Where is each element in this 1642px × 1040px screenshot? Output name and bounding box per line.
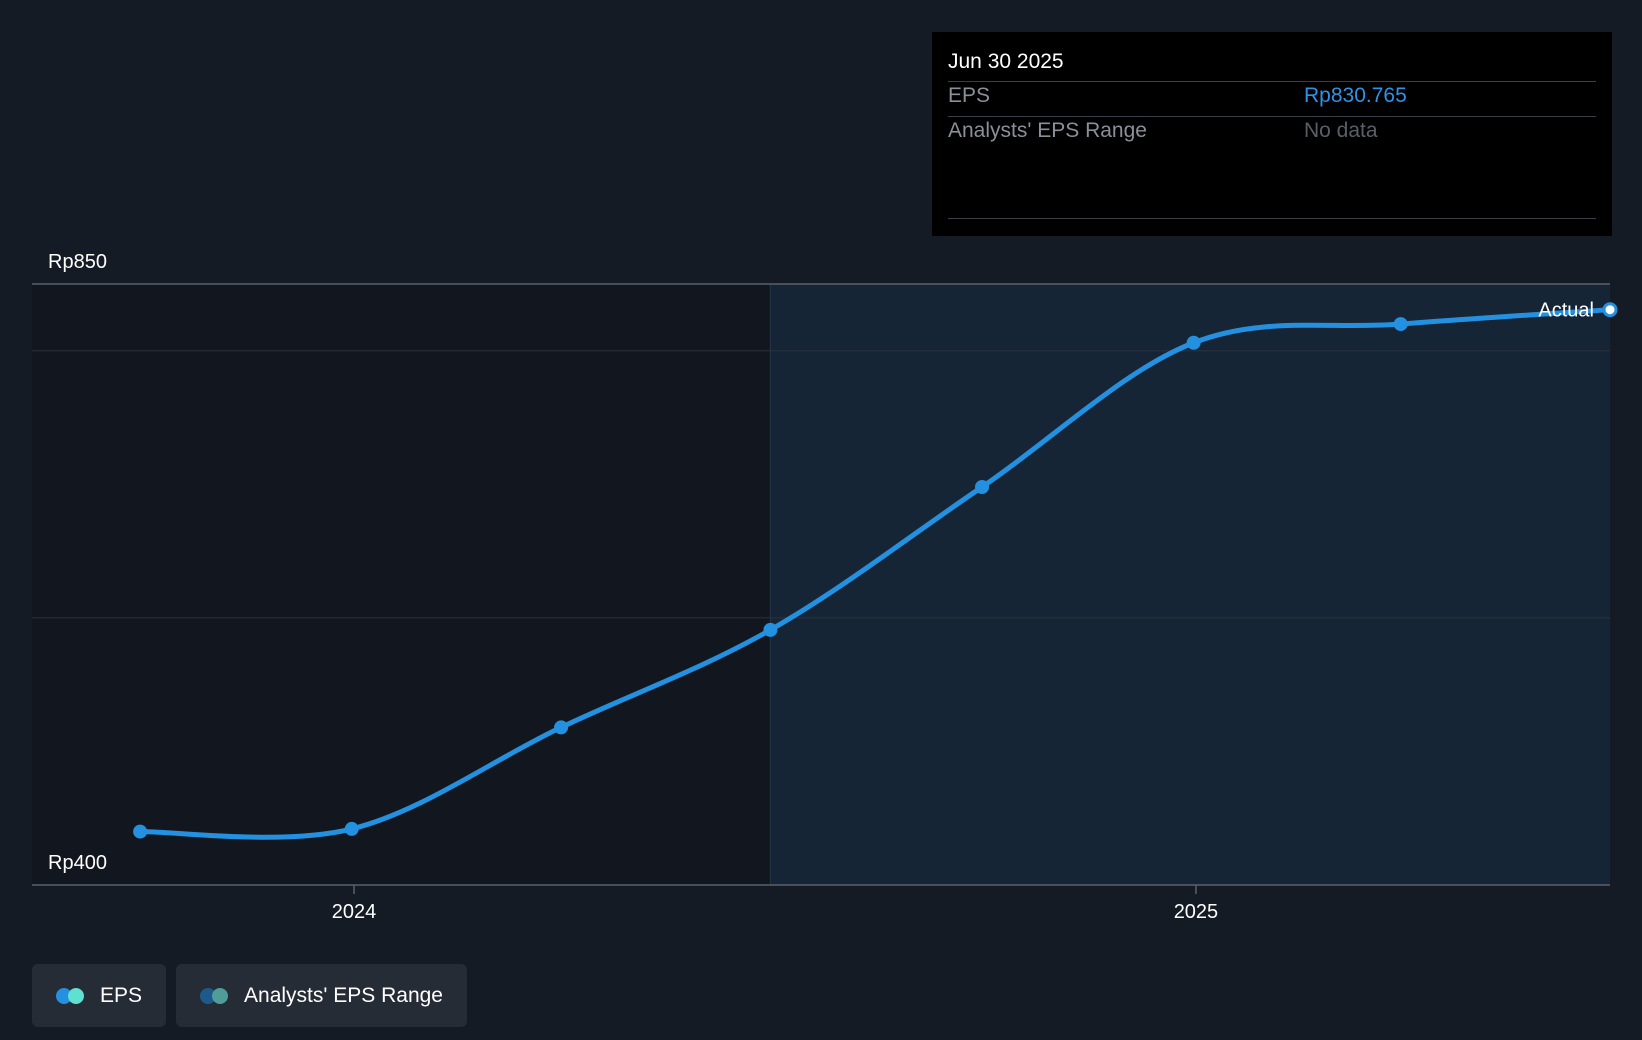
tooltip-range-label: Analysts' EPS Range	[948, 119, 1147, 142]
legend-item-analysts-range[interactable]: Analysts' EPS Range	[176, 964, 467, 1027]
legend-item-eps[interactable]: EPS	[32, 964, 167, 1027]
tooltip-eps-label: EPS	[948, 84, 991, 107]
tooltip-date: Jun 30 2025	[948, 50, 1064, 73]
range-legend-icon	[200, 987, 230, 1004]
x-tick-label: 2025	[1174, 901, 1219, 923]
tooltip-divider	[948, 218, 1596, 219]
eps-point	[1186, 335, 1201, 350]
eps-point	[133, 824, 148, 839]
tooltip-divider	[948, 81, 1596, 82]
tooltip-divider	[948, 116, 1596, 117]
eps-point	[344, 821, 359, 836]
highlight-region	[770, 284, 1610, 885]
eps-legend-icon	[56, 987, 86, 1004]
actual-label: Actual	[1538, 300, 1594, 322]
y-tick-label: Rp400	[48, 852, 107, 874]
eps-line	[137, 307, 1613, 840]
tooltip: Jun 30 2025 EPS Rp830.765 Analysts' EPS …	[932, 32, 1612, 236]
x-tick-label: 2024	[332, 901, 377, 923]
eps-point	[763, 622, 778, 637]
legend: EPS Analysts' EPS Range	[32, 964, 467, 1027]
y-tick-label: Rp850	[48, 251, 107, 273]
tooltip-range-value: No data	[1304, 119, 1378, 142]
legend-label: EPS	[100, 983, 143, 1007]
past-region	[32, 284, 771, 885]
tooltip-eps-value: Rp830.765	[1304, 84, 1407, 107]
legend-label: Analysts' EPS Range	[244, 983, 443, 1007]
eps-point	[1393, 317, 1408, 332]
eps-point	[975, 480, 990, 495]
eps-point	[1602, 302, 1618, 318]
eps-point	[554, 720, 569, 735]
